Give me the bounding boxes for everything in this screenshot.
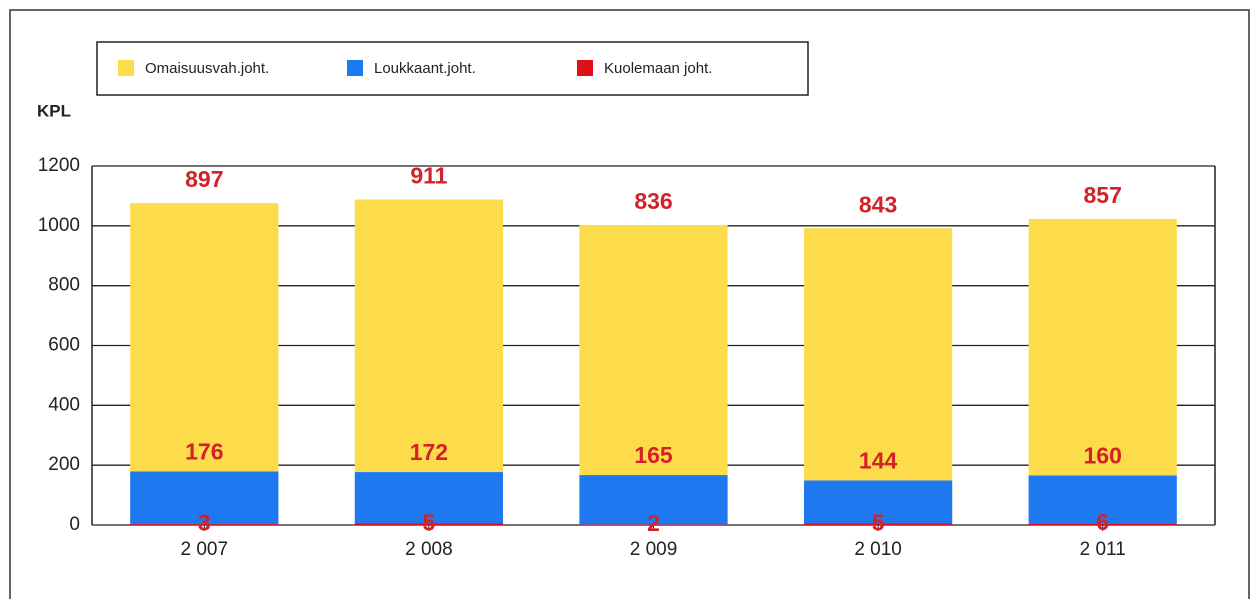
legend-swatch: [577, 60, 593, 76]
data-label: 172: [410, 439, 448, 465]
bar-segment: [130, 471, 279, 525]
x-tick-label: 2 010: [854, 539, 902, 560]
y-tick-label: 1000: [38, 215, 80, 236]
data-label: 144: [859, 448, 898, 474]
y-tick-label: 0: [69, 514, 80, 535]
y-tick-label: 1200: [38, 155, 80, 176]
y-tick-label: 200: [48, 454, 80, 475]
data-label: 857: [1084, 182, 1122, 208]
bar-segment: [130, 524, 279, 525]
bar-segment: [130, 203, 279, 472]
x-tick-label: 2 007: [181, 539, 229, 560]
legend-swatch: [347, 60, 363, 76]
legend-label: Kuolemaan joht.: [604, 60, 712, 77]
bar-segment: [354, 523, 504, 525]
y-tick-label: 800: [48, 275, 80, 296]
data-label: 911: [410, 163, 447, 189]
bar-segment: [354, 199, 504, 473]
data-label: 176: [185, 439, 223, 465]
data-label: 2: [647, 510, 660, 536]
data-label: 160: [1084, 442, 1122, 468]
bar-segment: [803, 228, 953, 481]
data-label: 843: [859, 191, 897, 217]
x-tick-label: 2 011: [1080, 539, 1126, 560]
bar-segment: [579, 475, 728, 525]
y-tick-label: 400: [48, 394, 80, 415]
data-label: 5: [423, 509, 436, 535]
y-tick-label: 600: [48, 335, 80, 356]
data-label: 5: [872, 509, 885, 535]
legend-label: Loukkaant.joht.: [374, 60, 476, 77]
y-axis-label: KPL: [37, 101, 71, 120]
bar-segment: [803, 480, 953, 524]
bar-segment: [803, 523, 953, 525]
bar-segment: [579, 224, 728, 476]
bar-segment: [1028, 523, 1177, 525]
data-label: 3: [198, 510, 211, 536]
bar-segment: [1028, 475, 1177, 524]
legend-swatch: [118, 60, 134, 76]
legend-box: [96, 41, 809, 96]
data-label: 897: [185, 166, 223, 192]
data-label: 165: [634, 442, 673, 468]
data-label: 6: [1096, 509, 1109, 535]
bar-segment: [1028, 218, 1177, 476]
legend-label: Omaisuusvah.joht.: [145, 60, 269, 77]
bar-segment: [354, 472, 504, 524]
bar-segment: [579, 524, 728, 525]
frame: [9, 9, 1250, 599]
x-tick-label: 2 008: [405, 539, 453, 560]
x-tick-label: 2 009: [630, 539, 678, 560]
data-label: 836: [634, 188, 672, 214]
